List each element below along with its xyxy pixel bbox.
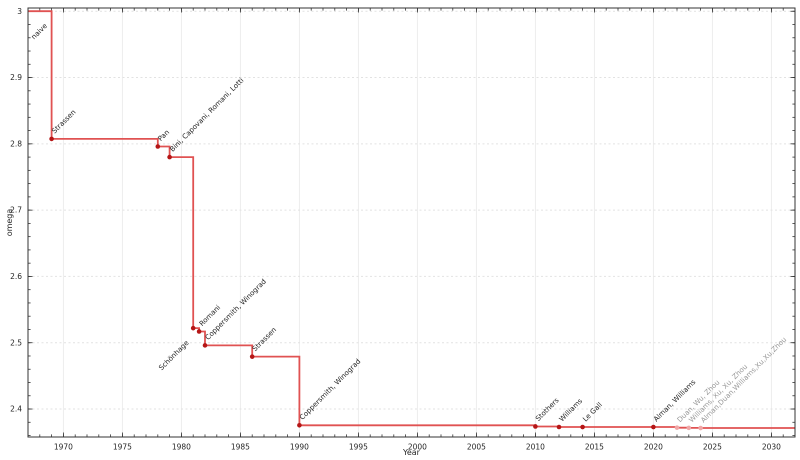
x-tick-label: 2030	[762, 443, 781, 452]
x-tick-label: 2015	[585, 443, 604, 452]
x-tick-label: 1985	[231, 443, 250, 452]
data-point-marker	[651, 424, 656, 430]
x-tick-label: 2005	[467, 443, 486, 452]
y-tick-label: 2.9	[10, 73, 22, 82]
data-point-marker	[297, 422, 302, 428]
x-tick-label: 2025	[703, 443, 722, 452]
data-point-marker	[698, 425, 703, 431]
y-axis-label: omega	[5, 209, 14, 237]
data-point-marker	[674, 425, 680, 430]
x-tick-label: 1980	[172, 443, 191, 452]
data-point-marker	[167, 154, 172, 160]
data-point-marker	[533, 424, 538, 429]
data-point-marker	[196, 329, 202, 334]
y-tick-label: 2.4	[10, 405, 22, 414]
x-tick-label: 2020	[644, 443, 663, 452]
x-tick-label: 2000	[408, 443, 427, 452]
data-point-marker	[556, 424, 562, 430]
y-tick-label: 3	[17, 7, 22, 16]
x-tick-label: 1995	[349, 443, 368, 452]
tick-labels: 1970 1975 1980 1985 1990 1995 2000 2005 2010 2015…	[10, 7, 781, 452]
x-tick-label: 1975	[113, 443, 132, 452]
y-tick-label: 2.8	[10, 139, 22, 148]
data-point-marker	[580, 424, 585, 430]
x-axis-label: Year	[402, 448, 421, 457]
data-point-marker	[249, 354, 255, 359]
data-point-marker	[190, 325, 196, 331]
x-tick-label: 1990	[290, 443, 309, 452]
data-point-marker	[155, 144, 161, 149]
x-tick-label: 2010	[526, 443, 545, 452]
y-tick-label: 2.7	[10, 206, 22, 215]
data-point-marker	[49, 136, 54, 142]
data-point-marker	[686, 425, 692, 431]
y-tick-label: 2.5	[10, 338, 22, 347]
gridlines	[28, 8, 795, 437]
data-point-markers	[49, 136, 703, 431]
data-point-marker	[202, 343, 208, 348]
plot-frame	[27, 7, 796, 438]
y-tick-label: 2.6	[10, 272, 22, 281]
x-tick-label: 1970	[54, 443, 73, 452]
